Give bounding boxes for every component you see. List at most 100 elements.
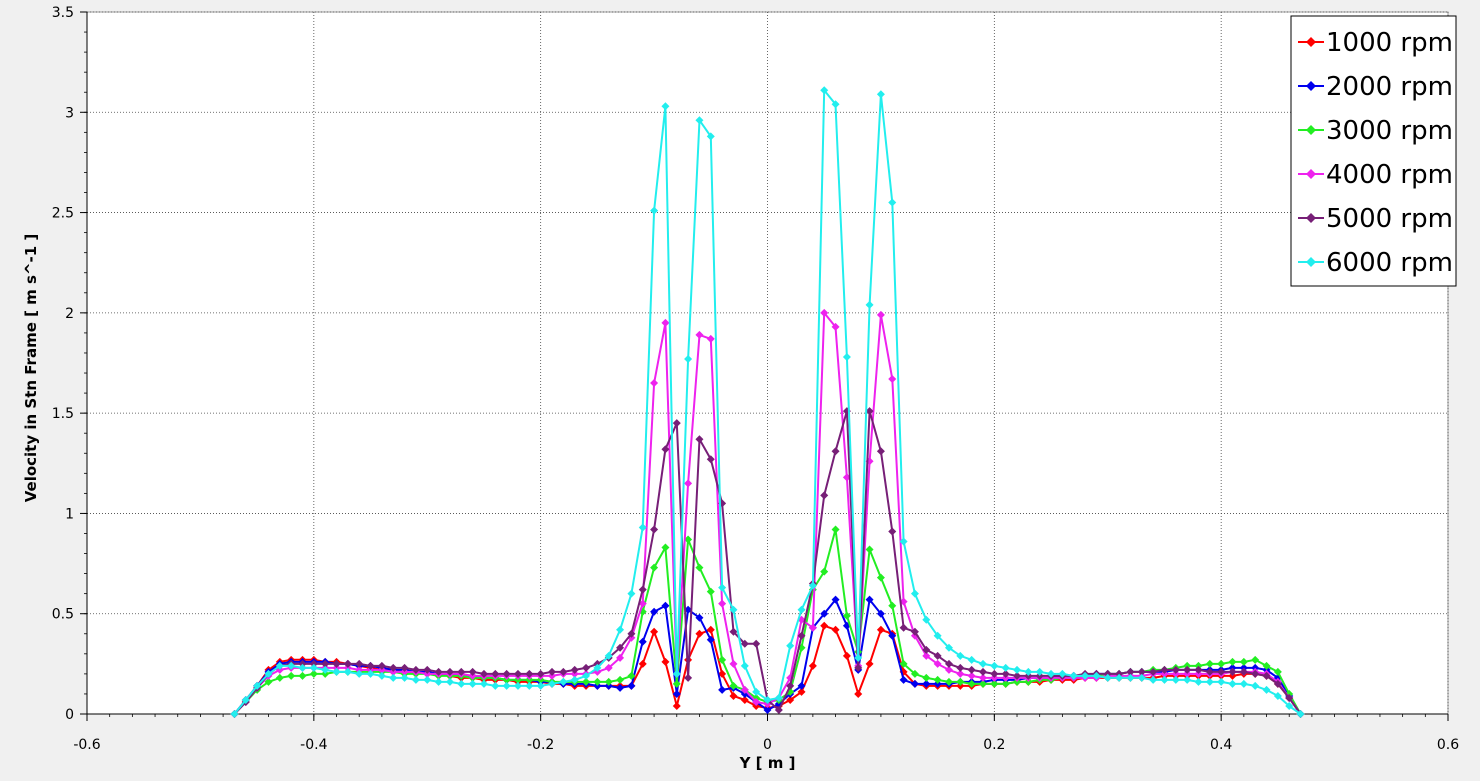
data-point	[559, 677, 568, 686]
data-point	[695, 330, 704, 339]
data-point	[309, 663, 318, 672]
data-point	[332, 659, 341, 668]
data-point	[922, 673, 931, 682]
data-point	[978, 673, 987, 682]
data-point	[457, 667, 466, 676]
data-point	[1115, 673, 1124, 682]
y-tick-label: 0	[65, 707, 74, 723]
data-point	[389, 667, 398, 676]
data-point	[1228, 657, 1237, 666]
x-tick-label: -0.2	[527, 737, 554, 753]
data-point	[831, 447, 840, 456]
data-point	[1160, 675, 1169, 684]
data-point	[616, 643, 625, 652]
data-point	[593, 681, 602, 690]
data-point	[1194, 661, 1203, 670]
x-tick-label: 0.2	[983, 737, 1005, 753]
data-point	[400, 663, 409, 672]
legend-item[interactable]: 3000 rpm	[1298, 116, 1453, 146]
data-point	[672, 669, 681, 678]
data-point	[956, 651, 965, 660]
data-point	[638, 637, 647, 646]
data-point	[468, 671, 477, 680]
data-point	[355, 669, 364, 678]
legend-marker	[1306, 213, 1316, 223]
series-6000-rpm[interactable]	[230, 86, 1305, 718]
data-point	[582, 671, 591, 680]
data-point	[956, 669, 965, 678]
data-point	[978, 659, 987, 668]
data-point	[423, 665, 432, 674]
series-5000-rpm[interactable]	[230, 407, 1305, 718]
legend-item[interactable]: 1000 rpm	[1298, 28, 1453, 58]
data-point	[582, 663, 591, 672]
data-point	[1262, 685, 1271, 694]
data-point	[661, 601, 670, 610]
data-point	[695, 435, 704, 444]
data-point	[933, 651, 942, 660]
data-point	[650, 206, 659, 215]
legend-item[interactable]: 2000 rpm	[1298, 72, 1453, 102]
data-point	[1058, 669, 1067, 678]
data-point	[774, 693, 783, 702]
data-point	[638, 585, 647, 594]
data-point	[332, 667, 341, 676]
data-point	[1103, 673, 1112, 682]
data-point	[706, 625, 715, 634]
data-point	[1251, 663, 1260, 672]
data-point	[967, 679, 976, 688]
data-point	[967, 655, 976, 664]
data-point	[899, 675, 908, 684]
data-point	[888, 527, 897, 536]
data-point	[978, 667, 987, 676]
data-point	[1228, 663, 1237, 672]
data-point	[842, 651, 851, 660]
data-point	[740, 695, 749, 704]
data-point	[1194, 669, 1203, 678]
data-point	[548, 679, 557, 688]
data-point	[718, 655, 727, 664]
data-point	[1160, 669, 1169, 678]
data-point	[842, 611, 851, 620]
data-point	[842, 352, 851, 361]
data-point	[411, 675, 420, 684]
data-point	[684, 479, 693, 488]
data-point	[445, 677, 454, 686]
data-point	[1035, 667, 1044, 676]
data-point	[1081, 671, 1090, 680]
data-point	[1239, 663, 1248, 672]
legend-item[interactable]: 5000 rpm	[1298, 204, 1453, 234]
data-point	[627, 589, 636, 598]
y-axis-title: Velocity in Stn Frame [ m s^-1 ]	[22, 234, 40, 503]
legend-item[interactable]: 4000 rpm	[1298, 160, 1453, 190]
x-tick-label: -0.6	[73, 737, 100, 753]
data-point	[366, 665, 375, 674]
data-point	[479, 679, 488, 688]
data-point	[1194, 665, 1203, 674]
data-point	[854, 689, 863, 698]
data-point	[695, 563, 704, 572]
data-point	[389, 663, 398, 672]
data-point	[876, 90, 885, 99]
data-point	[695, 116, 704, 125]
data-point	[1217, 659, 1226, 668]
data-point	[366, 669, 375, 678]
data-point	[491, 669, 500, 678]
data-point	[1228, 671, 1237, 680]
data-point	[820, 308, 829, 317]
legend[interactable]: 1000 rpm 2000 rpm 3000 rpm 4000 rpm 5000 rpm…	[1290, 15, 1457, 287]
y-tick-label: 3	[65, 105, 74, 121]
legend-item[interactable]: 6000 rpm	[1298, 248, 1453, 278]
data-point	[933, 631, 942, 640]
data-point	[978, 679, 987, 688]
data-point	[865, 659, 874, 668]
data-point	[763, 705, 772, 714]
data-point	[865, 545, 874, 554]
legend-marker	[1306, 81, 1316, 91]
data-point	[1217, 677, 1226, 686]
data-point	[650, 563, 659, 572]
y-tick-label: 3.5	[52, 5, 74, 21]
data-point	[990, 661, 999, 670]
legend-marker	[1306, 125, 1316, 135]
series-layer	[230, 86, 1305, 718]
